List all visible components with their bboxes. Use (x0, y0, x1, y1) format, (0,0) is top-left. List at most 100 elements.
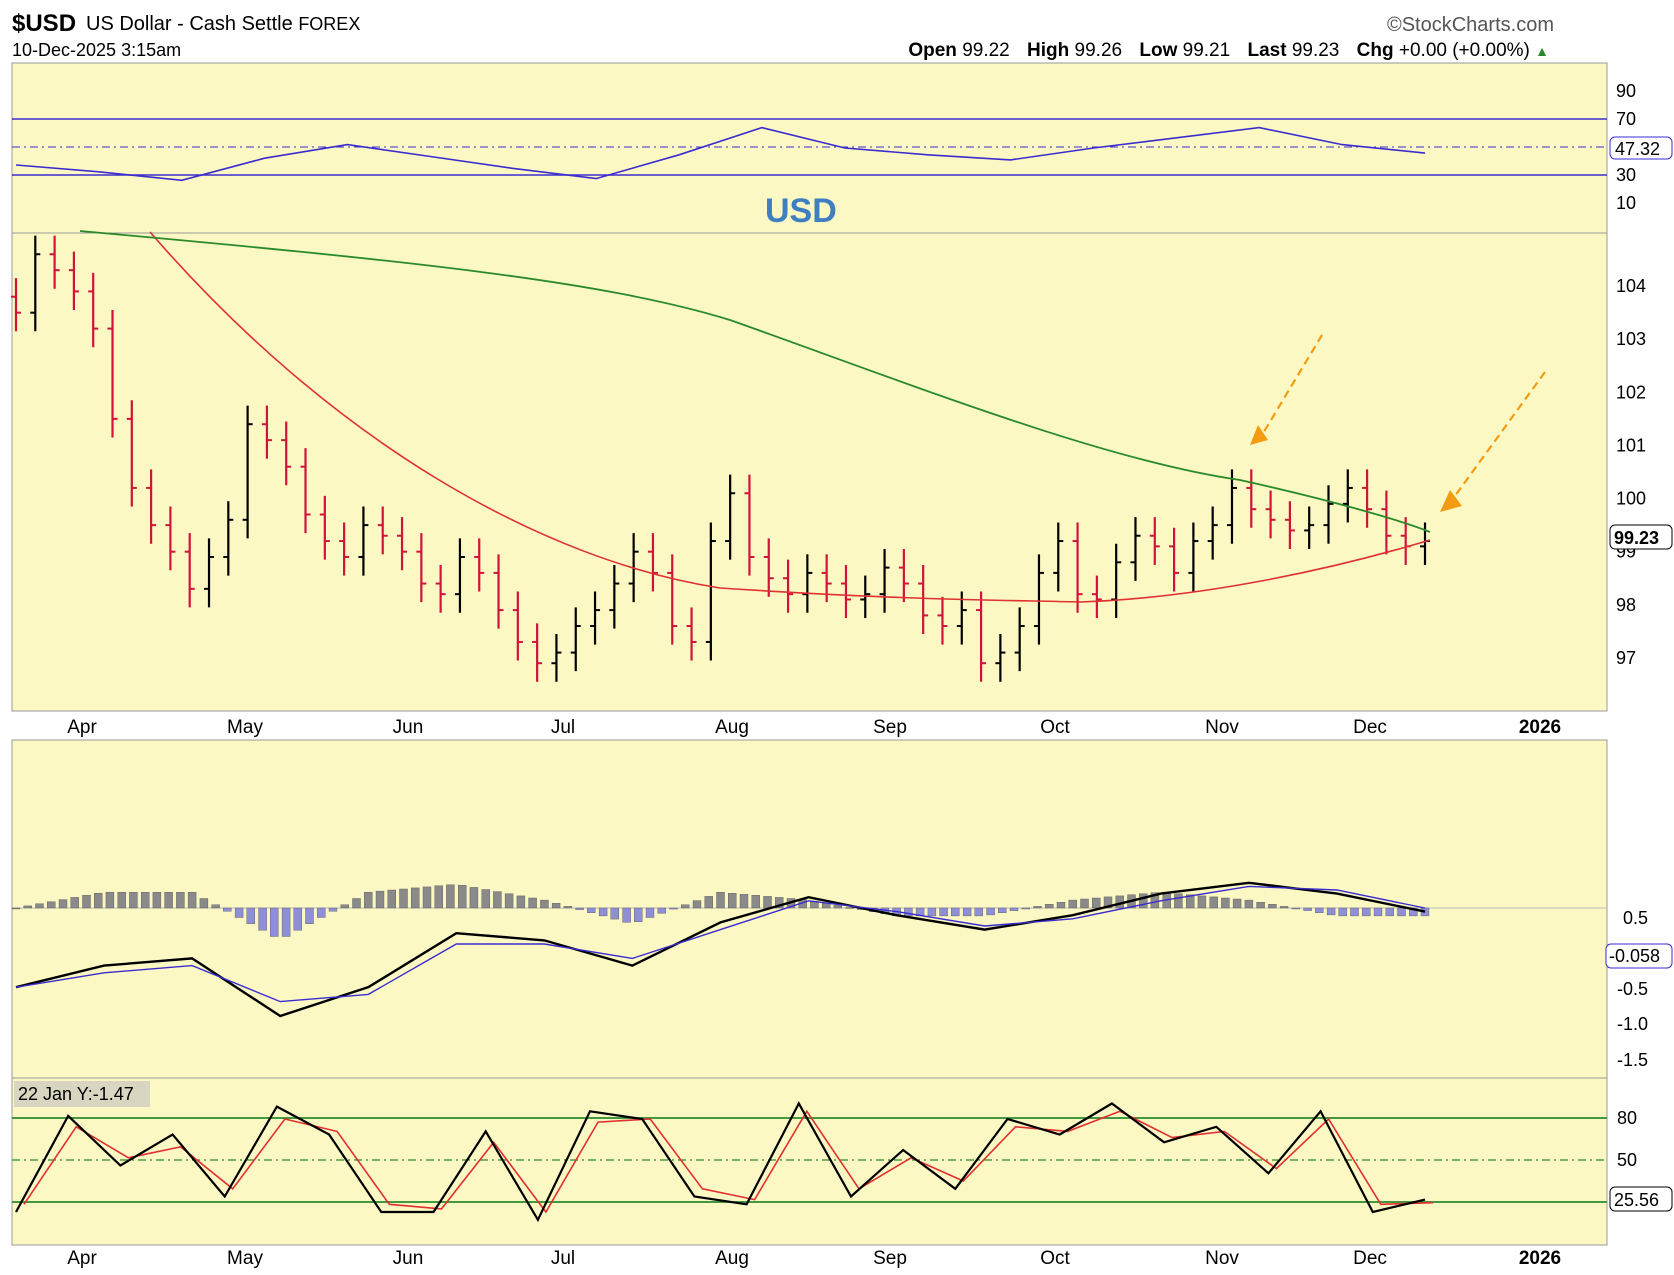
price-tick: 100 (1616, 489, 1646, 509)
macd-histogram-bar (82, 895, 91, 909)
price-last-label: 99.23 (1614, 528, 1659, 548)
macd-histogram-bar (23, 905, 32, 909)
high-value: 99.26 (1074, 40, 1123, 61)
high-label: High (1027, 40, 1070, 61)
macd-histogram-bar (481, 889, 490, 909)
price-bar (435, 564, 446, 613)
macd-histogram-bar (387, 889, 396, 909)
price-bar (1188, 522, 1199, 592)
price-bar (107, 310, 118, 438)
price-tick: 103 (1616, 329, 1646, 349)
price-bar (1072, 522, 1083, 613)
price-month-axis: Apr May Jun Jul Aug Sep Oct Nov Dec 2026 (67, 717, 1561, 738)
price-bar (956, 591, 967, 645)
macd-histogram-bar (728, 893, 737, 909)
stochastic-d-line (23, 1109, 1434, 1214)
macd-line (15, 881, 1426, 1018)
macd-histogram-bar (469, 887, 479, 909)
price-tick: 101 (1616, 435, 1646, 455)
stoch-month-label: Dec (1353, 1248, 1387, 1269)
signal-line (15, 885, 1426, 1003)
timestamp: 10-Dec-2025 3:15am (12, 40, 182, 60)
macd-histogram-bar (411, 887, 420, 909)
macd-histogram-bar (751, 895, 760, 909)
macd-histogram-bar (1174, 893, 1183, 909)
stoch-last-label: 25.56 (1614, 1190, 1659, 1210)
macd-histogram-bar (692, 900, 702, 909)
macd-histogram-bar (211, 904, 220, 909)
description: US Dollar - Cash Settle FOREX (86, 13, 360, 36)
macd-histogram-bar (551, 903, 561, 909)
macd-histogram-bar (1385, 907, 1395, 917)
price-bar (1246, 469, 1257, 528)
price-bar (532, 623, 543, 682)
last-label: Last (1247, 40, 1287, 61)
macd-histogram-bar (1315, 907, 1324, 914)
low-label: Low (1139, 40, 1178, 61)
macd-histogram-bar (328, 907, 338, 912)
price-bar (879, 549, 890, 613)
macd-histogram-bar (93, 893, 103, 909)
price-bar (609, 564, 620, 629)
price-bar (88, 272, 99, 348)
macd-histogram-bar (140, 892, 150, 909)
macd-histogram-bar (1373, 907, 1383, 917)
macd-histogram-bar (1326, 907, 1336, 916)
price-bar (1284, 501, 1295, 550)
macd-histogram-bar (375, 890, 385, 909)
price-bar (1014, 607, 1025, 672)
price-bar (1169, 527, 1180, 592)
price-bar (995, 633, 1006, 682)
macd-tick-neg0.5: -0.5 (1617, 979, 1648, 999)
macd-histogram-bar (563, 906, 573, 909)
rsi-last-label: 47.32 (1615, 139, 1660, 159)
macd-histogram-bar (364, 892, 373, 909)
macd-histogram-bar (645, 907, 655, 918)
macd-histogram (11, 884, 1430, 937)
macd-histogram-bar (11, 907, 21, 910)
price-bar (242, 405, 253, 539)
macd-histogram-bar (1138, 893, 1148, 909)
stoch-month-axis: Apr May Jun Jul Aug Sep Oct Nov Dec 2026 (67, 1248, 1561, 1269)
price-bar (261, 405, 272, 459)
macd-histogram-bar (669, 907, 678, 910)
stoch-month-label: Oct (1040, 1248, 1070, 1269)
price-bar (1053, 522, 1064, 592)
macd-histogram-bar (1021, 907, 1030, 910)
macd-histogram-bar (493, 891, 502, 909)
macd-histogram-bar (1338, 907, 1348, 917)
price-bar (840, 564, 851, 619)
price-bar (146, 469, 157, 544)
macd-histogram-bar (1397, 907, 1406, 917)
price-bar (68, 251, 79, 311)
price-bar (377, 506, 388, 555)
price-bar (976, 591, 987, 682)
macd-histogram-bar (434, 885, 443, 909)
macd-histogram-bar (986, 907, 995, 916)
macd-histogram-bar (317, 907, 326, 918)
description-text: US Dollar - Cash Settle (86, 13, 293, 35)
stoch-month-label: Aug (715, 1248, 749, 1269)
stoch-last-badge (1609, 1186, 1673, 1212)
stoch-month-label: May (227, 1248, 263, 1269)
price-bar (686, 607, 697, 661)
macd-histogram-bar (833, 905, 843, 909)
macd-histogram-bar (681, 904, 690, 909)
macd-histogram-bar (939, 907, 948, 917)
price-bar (30, 235, 41, 332)
price-bar (667, 554, 678, 645)
annotation-box (14, 1081, 150, 1107)
macd-histogram-bar (422, 886, 432, 909)
macd-histogram-bar (974, 907, 983, 917)
macd-histogram-bar (1268, 904, 1277, 909)
price-month-label: Aug (715, 717, 749, 738)
price-bar (300, 448, 311, 534)
price-bar (898, 549, 909, 603)
macd-histogram-bar (129, 892, 138, 909)
brand-logo[interactable]: ©StockCharts.com (1386, 14, 1554, 36)
price-bar (319, 495, 330, 560)
price-tick: 97 (1616, 648, 1636, 668)
macd-histogram-bar (152, 892, 162, 909)
